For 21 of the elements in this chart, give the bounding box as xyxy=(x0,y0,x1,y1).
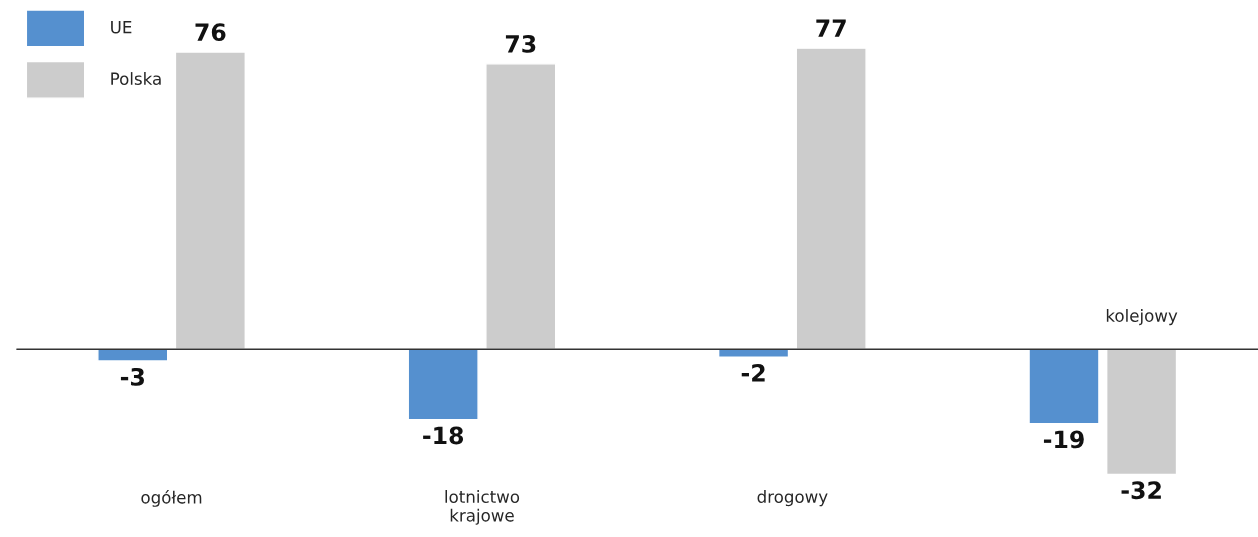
legend-label: Polska xyxy=(111,72,161,85)
bar xyxy=(1105,348,1178,476)
data-label: 76 xyxy=(195,23,226,42)
legend-label: UE xyxy=(111,21,132,34)
bar xyxy=(485,63,557,350)
bar xyxy=(97,348,169,362)
data-label: -3 xyxy=(120,367,144,386)
x-tick-label: drogowy xyxy=(757,490,828,507)
data-label: 73 xyxy=(505,34,536,53)
data-label: -19 xyxy=(1043,430,1084,449)
bar xyxy=(795,47,867,350)
bar xyxy=(407,348,479,421)
x-tick-label: ogółem xyxy=(141,490,202,507)
x-tick-label: lotnictwo krajowe xyxy=(445,490,520,525)
bar xyxy=(1028,348,1100,425)
data-label: 77 xyxy=(816,19,846,37)
bar xyxy=(174,51,246,350)
data-label: -32 xyxy=(1121,481,1161,500)
data-label: -18 xyxy=(423,426,464,445)
data-label: -2 xyxy=(741,363,765,382)
x-tick-label: kolejowy xyxy=(1106,309,1178,326)
